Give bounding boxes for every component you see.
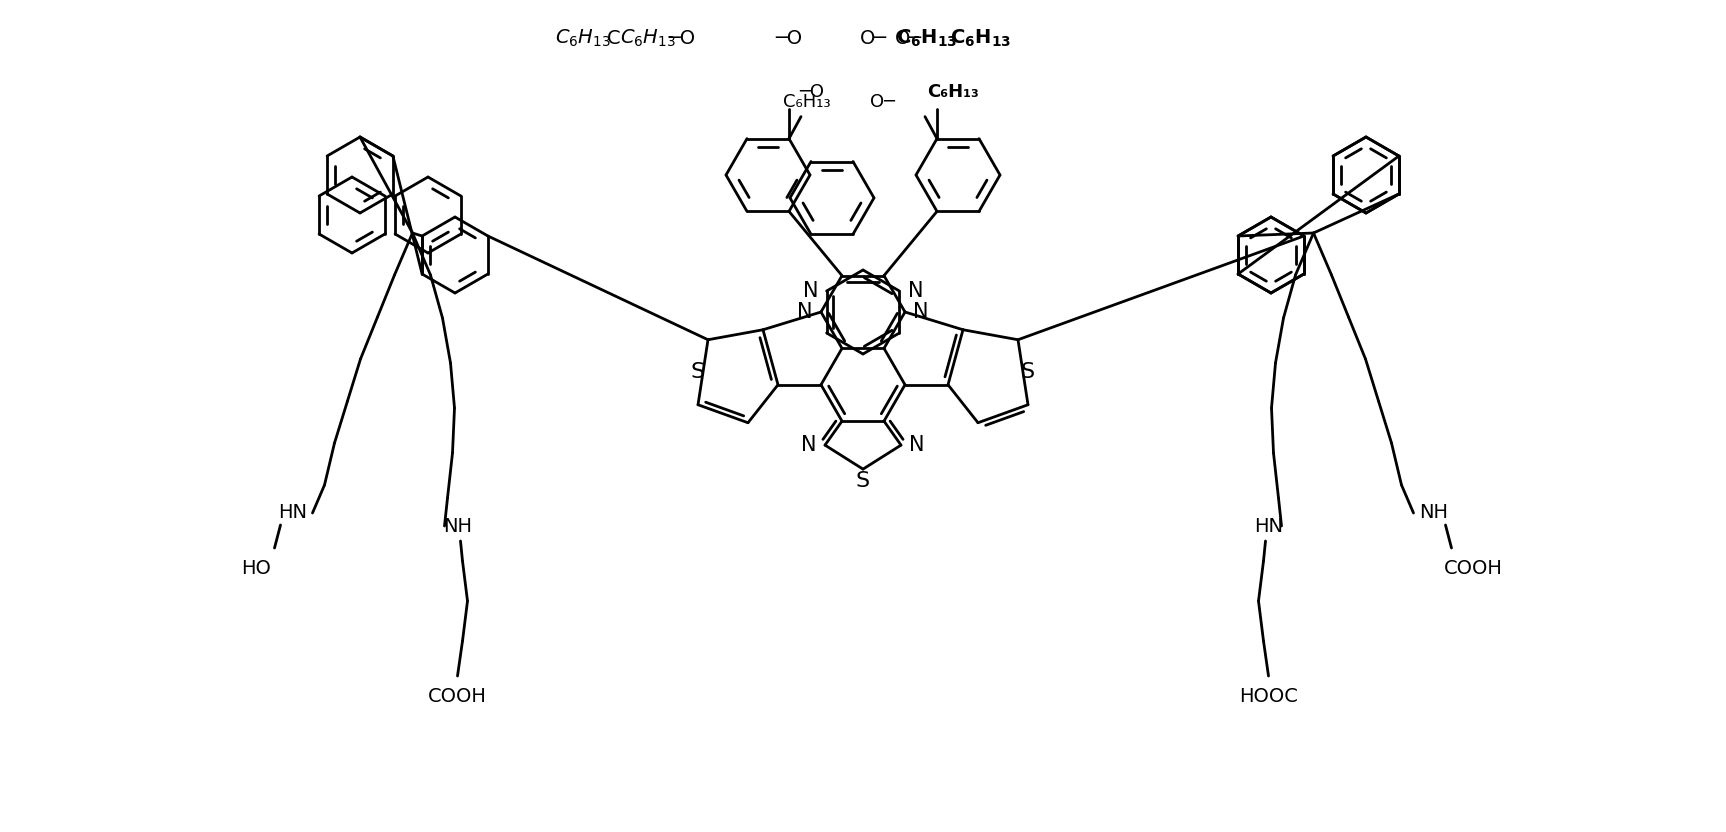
Text: N: N bbox=[913, 302, 929, 322]
Text: COOH: COOH bbox=[1445, 558, 1503, 577]
Text: S: S bbox=[690, 362, 704, 382]
Text: $\mathbf{C_6H_{13}}$: $\mathbf{C_6H_{13}}$ bbox=[949, 27, 1011, 48]
Text: N: N bbox=[803, 281, 818, 301]
Text: S: S bbox=[856, 471, 870, 491]
Text: HN: HN bbox=[278, 503, 307, 522]
Text: NH: NH bbox=[444, 517, 471, 536]
Text: ─O: ─O bbox=[799, 82, 823, 101]
Text: $\mathbf{C_6H_{13}}$: $\mathbf{C_6H_{13}}$ bbox=[896, 27, 956, 48]
Text: $C_6H_{13}$: $C_6H_{13}$ bbox=[620, 27, 677, 48]
Text: N: N bbox=[908, 281, 923, 301]
Text: ─O: ─O bbox=[775, 28, 803, 47]
Text: $C_6H_{13}$: $C_6H_{13}$ bbox=[556, 27, 611, 48]
Text: C: C bbox=[606, 28, 620, 47]
Text: S: S bbox=[1022, 362, 1036, 382]
Text: O─: O─ bbox=[896, 28, 922, 47]
Text: O─: O─ bbox=[860, 28, 887, 47]
Text: COOH: COOH bbox=[428, 686, 487, 706]
Text: C₆H₁₃: C₆H₁₃ bbox=[784, 92, 830, 111]
Text: N: N bbox=[910, 435, 925, 455]
Text: ─O: ─O bbox=[668, 28, 696, 47]
Text: NH: NH bbox=[1419, 503, 1448, 522]
Text: N: N bbox=[801, 435, 816, 455]
Text: C₆H₁₃: C₆H₁₃ bbox=[927, 82, 979, 101]
Text: HO: HO bbox=[242, 558, 271, 577]
Text: O─: O─ bbox=[870, 92, 896, 111]
Text: HOOC: HOOC bbox=[1239, 686, 1298, 706]
Text: N: N bbox=[797, 302, 813, 322]
Text: HN: HN bbox=[1255, 517, 1282, 536]
